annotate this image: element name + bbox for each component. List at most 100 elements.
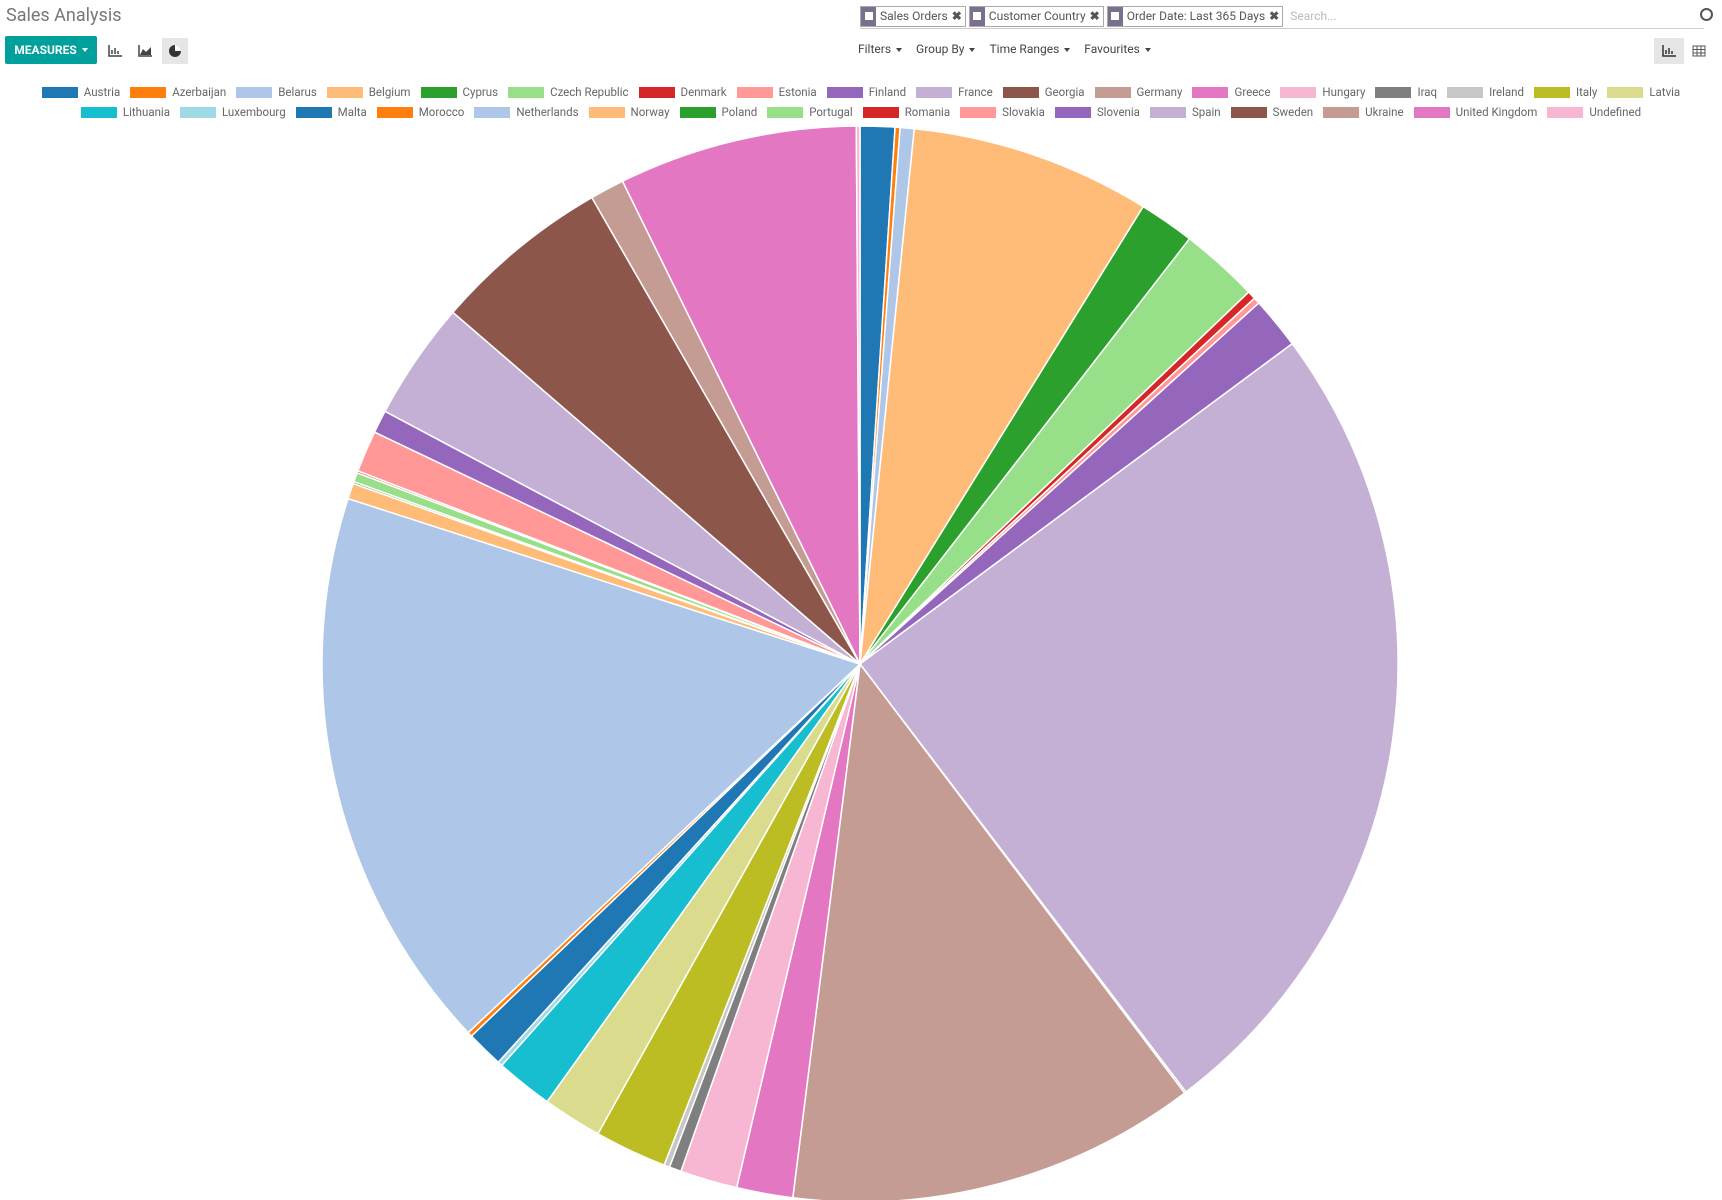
legend-label: Malta: [337, 105, 367, 119]
legend-label: Ukraine: [1365, 105, 1404, 119]
legend-label: Finland: [868, 85, 907, 99]
legend-item[interactable]: Undefined: [1547, 104, 1641, 120]
legend-item[interactable]: Germany: [1094, 84, 1182, 100]
legend-item[interactable]: Hungary: [1280, 84, 1365, 100]
groupby-menu[interactable]: Group By: [916, 42, 975, 56]
legend-swatch: [826, 86, 863, 98]
legend-item[interactable]: Denmark: [638, 84, 727, 100]
legend-swatch: [1323, 106, 1360, 118]
facet-remove[interactable]: ✖: [951, 9, 962, 23]
facet-label: Order Date: Last 365 Days: [1126, 9, 1266, 23]
legend-swatch: [679, 106, 716, 118]
legend-item[interactable]: Romania: [862, 104, 950, 120]
legend-item[interactable]: United Kingdom: [1413, 104, 1538, 120]
legend-item[interactable]: Iraq: [1375, 84, 1437, 100]
legend-swatch: [960, 106, 997, 118]
pie-slice[interactable]: [858, 342, 1399, 1094]
search-options: Filters Group By Time Ranges Favourites: [858, 42, 1151, 56]
search-input[interactable]: Search...: [1290, 9, 1337, 23]
search-icon[interactable]: [1700, 8, 1713, 21]
page-title: Sales Analysis: [6, 5, 122, 26]
legend-item[interactable]: Greece: [1192, 84, 1270, 100]
legend-label: Poland: [721, 105, 758, 119]
legend-item[interactable]: Lithuania: [80, 104, 170, 120]
legend-label: Latvia: [1649, 85, 1681, 99]
legend-item[interactable]: Latvia: [1607, 84, 1680, 100]
graph-view-button[interactable]: [1654, 38, 1684, 64]
search-bar[interactable]: Sales Orders ✖ Customer Country ✖ Order Da…: [860, 4, 1704, 29]
legend-swatch: [1447, 86, 1484, 98]
legend-item[interactable]: Azerbaijan: [130, 84, 226, 100]
pie-slice[interactable]: [791, 662, 1186, 1200]
icon: [138, 45, 152, 57]
legend-swatch: [1280, 86, 1317, 98]
legend-item[interactable]: Luxembourg: [179, 104, 286, 120]
legend-item[interactable]: Estonia: [736, 84, 817, 100]
legend-swatch: [1607, 86, 1644, 98]
legend-item[interactable]: Norway: [588, 104, 670, 120]
legend-swatch: [1192, 86, 1229, 98]
legend-label: Slovenia: [1096, 105, 1140, 119]
legend-item[interactable]: Morocco: [376, 104, 464, 120]
legend-item[interactable]: Poland: [679, 104, 758, 120]
legend-swatch: [1533, 86, 1570, 98]
legend-swatch: [1375, 86, 1412, 98]
facet[interactable]: Customer Country ✖: [968, 5, 1104, 27]
legend-item[interactable]: Spain: [1149, 104, 1221, 120]
line-chart-button[interactable]: [132, 38, 158, 64]
favourites-menu[interactable]: Favourites: [1084, 42, 1151, 56]
legend-label: France: [958, 85, 993, 99]
legend-item[interactable]: Belarus: [236, 84, 317, 100]
legend-item[interactable]: Slovakia: [960, 104, 1045, 120]
pie-slice[interactable]: [859, 127, 1145, 665]
legend-label: United Kingdom: [1455, 105, 1538, 119]
legend-item[interactable]: Austria: [41, 84, 120, 100]
legend-swatch: [236, 86, 273, 98]
pie-slice[interactable]: [321, 497, 862, 1034]
legend-swatch: [376, 106, 413, 118]
facet[interactable]: Sales Orders ✖: [860, 5, 966, 27]
legend-label: Czech Republic: [550, 85, 629, 99]
legend-item[interactable]: Malta: [295, 104, 367, 120]
timeranges-menu[interactable]: Time Ranges: [989, 42, 1070, 56]
legend-item[interactable]: France: [916, 84, 993, 100]
legend-swatch: [295, 106, 332, 118]
pie-slice[interactable]: [855, 125, 861, 665]
facet[interactable]: Order Date: Last 365 Days ✖: [1106, 5, 1284, 27]
legend-item[interactable]: Portugal: [767, 104, 853, 120]
legend-item[interactable]: Czech Republic: [508, 84, 629, 100]
legend-item[interactable]: Italy: [1533, 84, 1597, 100]
pie-chart-button[interactable]: [162, 38, 188, 64]
legend-label: Luxembourg: [221, 105, 286, 119]
legend-label: Cyprus: [462, 85, 499, 99]
legend-item[interactable]: Ireland: [1447, 84, 1524, 100]
legend-swatch: [1547, 106, 1584, 118]
legend-swatch: [736, 86, 773, 98]
pie-slice[interactable]: [451, 196, 861, 665]
facet-remove[interactable]: ✖: [1269, 9, 1280, 23]
legend-label: Netherlands: [516, 105, 579, 119]
pivot-view-button[interactable]: [1686, 38, 1712, 64]
legend-item[interactable]: Georgia: [1002, 84, 1085, 100]
pie-slice[interactable]: [621, 125, 861, 665]
legend-item[interactable]: Belgium: [326, 84, 411, 100]
legend-label: Ireland: [1489, 85, 1524, 99]
legend-label: Iraq: [1417, 85, 1438, 99]
legend-item[interactable]: Slovenia: [1054, 104, 1140, 120]
bar-chart-button[interactable]: [102, 38, 128, 64]
legend-item[interactable]: Ukraine: [1323, 104, 1404, 120]
legend-swatch: [1054, 106, 1091, 118]
filters-menu[interactable]: Filters: [858, 42, 902, 56]
legend-swatch: [1413, 106, 1450, 118]
legend-item[interactable]: Cyprus: [420, 84, 499, 100]
measures-button[interactable]: MEASURES: [5, 36, 97, 64]
legend-swatch: [179, 106, 216, 118]
legend-item[interactable]: Sweden: [1230, 104, 1313, 120]
legend-label: Portugal: [809, 105, 853, 119]
facet-remove[interactable]: ✖: [1089, 9, 1100, 23]
legend-item[interactable]: Netherlands: [474, 104, 579, 120]
legend-item[interactable]: Finland: [826, 84, 907, 100]
icon: [108, 45, 122, 57]
